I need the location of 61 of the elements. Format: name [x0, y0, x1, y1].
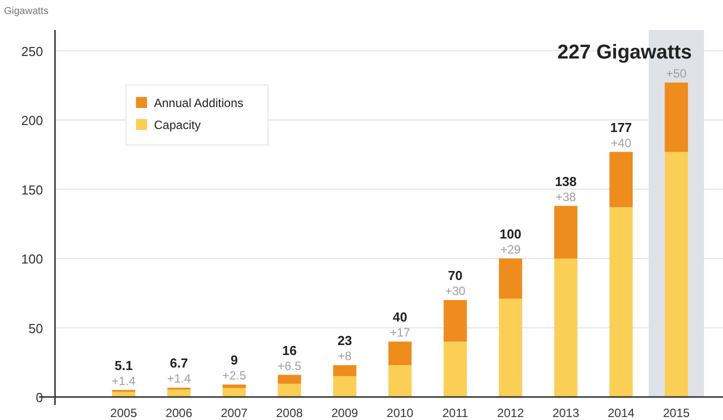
- y-tick-label: 100: [21, 252, 43, 267]
- data-label: +1.4: [112, 374, 136, 388]
- legend-label: Capacity: [154, 118, 201, 132]
- bar: [444, 342, 467, 397]
- bar: [278, 374, 302, 384]
- bar: [554, 258, 578, 397]
- total-label: 23: [338, 333, 352, 348]
- x-tick-label: 2010: [386, 406, 414, 420]
- bar: [609, 152, 633, 208]
- bar: [167, 390, 191, 397]
- total-label: 70: [448, 268, 462, 284]
- y-tick-label: 150: [21, 182, 43, 198]
- y-tick-label: 200: [21, 113, 43, 128]
- data-label: +38: [556, 190, 576, 204]
- total-label: 40: [392, 310, 408, 325]
- bar: [222, 384, 246, 388]
- bar: [664, 152, 688, 397]
- data-label: +1.4: [167, 372, 192, 386]
- total-label: 138: [554, 174, 577, 189]
- x-tick-label: 2013: [552, 406, 580, 420]
- bar: [333, 376, 356, 397]
- bar: [444, 300, 467, 342]
- data-label: +6.5: [278, 358, 302, 373]
- bar: [388, 365, 412, 397]
- y-axis-title: Gigawatts: [4, 6, 48, 17]
- y-tick-label: 50: [28, 320, 43, 336]
- x-tick-label: 2009: [331, 406, 358, 420]
- total-label: 16: [282, 342, 297, 358]
- bar: [222, 388, 246, 397]
- x-tick-label: 2014: [608, 406, 635, 420]
- bar: [388, 342, 412, 366]
- total-label: 5.1: [114, 358, 133, 373]
- y-tick-label: 250: [21, 44, 43, 59]
- total-label: 227 Gigawatts: [557, 42, 692, 64]
- data-label: +40: [610, 136, 632, 150]
- data-label: +50: [666, 66, 687, 81]
- x-tick-label: 2012: [497, 406, 524, 420]
- x-tick-label: 2008: [276, 406, 304, 420]
- x-tick-label: 2011: [442, 406, 468, 420]
- y-tick-label: 0: [36, 390, 43, 405]
- x-tick-label: 2006: [166, 406, 193, 420]
- bar: [664, 82, 688, 152]
- data-label: +17: [390, 326, 410, 340]
- total-label: 100: [500, 226, 522, 242]
- data-label: +30: [445, 284, 466, 298]
- bar: [333, 365, 356, 376]
- total-label: 6.7: [170, 356, 188, 371]
- total-label: 177: [610, 120, 632, 135]
- x-tick-label: 2015: [662, 406, 690, 420]
- x-tick-label: 2005: [110, 406, 138, 420]
- data-label: +29: [500, 242, 522, 257]
- bar: [609, 207, 633, 397]
- legend-label: Annual Additions: [154, 96, 244, 110]
- data-label: +8: [338, 349, 352, 364]
- total-label: 9: [230, 352, 238, 368]
- x-tick-label: 2007: [220, 406, 248, 420]
- bar: [278, 384, 302, 397]
- bar: [498, 258, 522, 299]
- data-label: +2.5: [222, 368, 246, 383]
- bar: [554, 206, 578, 259]
- bar: [498, 298, 522, 397]
